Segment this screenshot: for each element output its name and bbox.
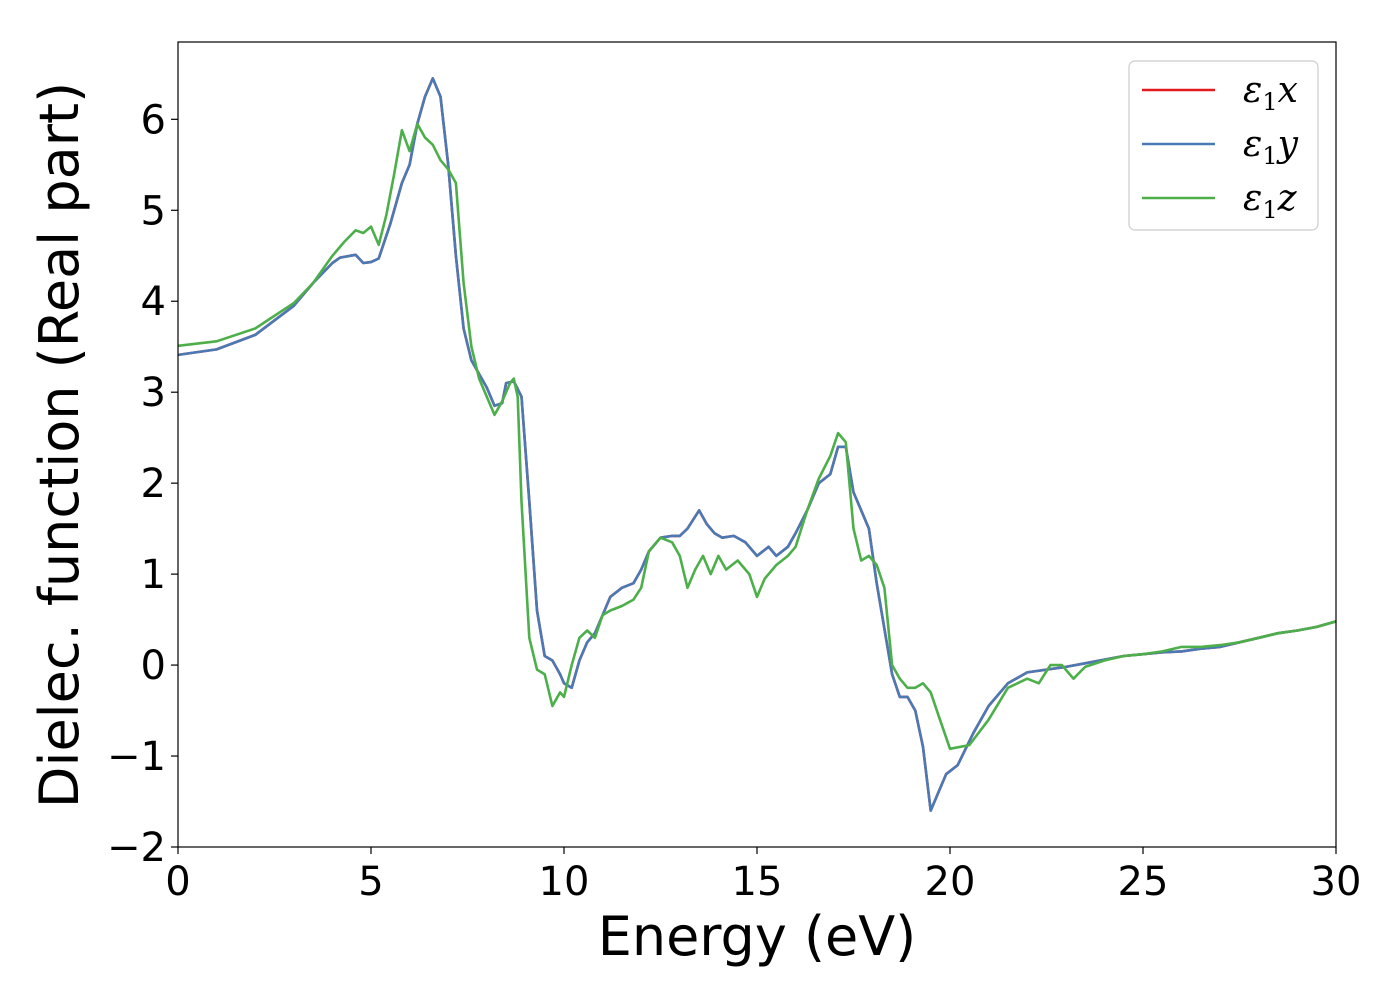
y-tick-label: 1 <box>141 552 166 598</box>
x-tick-label: 30 <box>1311 859 1362 905</box>
x-tick-label: 25 <box>1118 859 1169 905</box>
legend-label-y: ε1y <box>1243 124 1299 170</box>
y-tick-label: 4 <box>141 279 166 325</box>
y-axis-title: Dielec. function (Real part) <box>28 82 91 808</box>
x-tick-label: 15 <box>732 859 783 905</box>
legend-label-x: ε1x <box>1243 70 1298 116</box>
y-tick-label: −2 <box>107 825 166 871</box>
y-tick-label: 0 <box>141 643 166 689</box>
y-tick-label: 2 <box>141 461 166 507</box>
x-tick-label: 5 <box>358 859 383 905</box>
y-tick-label: 3 <box>141 370 166 416</box>
y-tick-label: −1 <box>107 734 166 780</box>
y-tick-label: 5 <box>141 188 166 234</box>
legend-label-z: ε1z <box>1243 178 1298 224</box>
x-tick-label: 0 <box>165 859 190 905</box>
x-tick-label: 10 <box>539 859 590 905</box>
series-line-z <box>178 122 1336 751</box>
x-axis-title: Energy (eV) <box>598 905 917 968</box>
legend: ε1x ε1y ε1z <box>1128 60 1319 231</box>
series-line-y <box>178 77 1336 812</box>
y-tick-label: 6 <box>141 97 166 143</box>
legend-box <box>1128 60 1319 231</box>
x-tick-label: 20 <box>925 859 976 905</box>
